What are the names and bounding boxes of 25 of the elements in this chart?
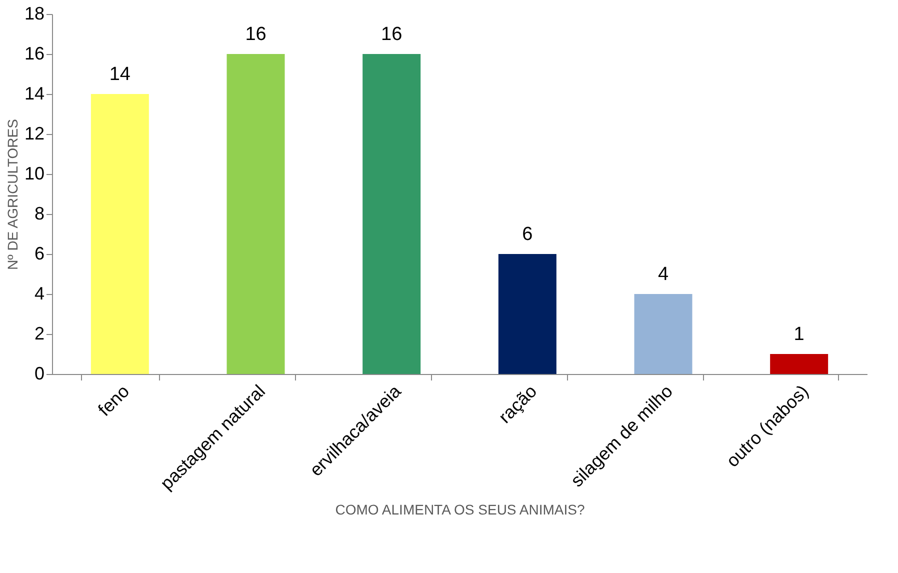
data-label: 16 — [381, 24, 402, 45]
y-tick-label: 12 — [24, 124, 44, 144]
data-label: 4 — [658, 264, 669, 285]
y-tick-label: 10 — [24, 164, 44, 184]
y-axis-title: Nº DE AGRICULTORES — [4, 119, 20, 270]
x-tick-label: feno — [94, 381, 134, 420]
y-tick-label: 4 — [34, 284, 44, 304]
bar — [498, 254, 556, 374]
y-tick-label: 16 — [24, 44, 44, 64]
y-tick-label: 0 — [34, 364, 44, 384]
bar — [634, 294, 692, 374]
y-tick-label: 14 — [24, 84, 44, 104]
y-tick-label: 8 — [34, 204, 44, 224]
data-label: 14 — [109, 64, 131, 85]
y-tick-label: 2 — [34, 324, 44, 344]
y-tick-label: 18 — [24, 4, 44, 24]
y-tick-label: 6 — [34, 244, 44, 264]
x-axis-title: COMO ALIMENTA OS SEUS ANIMAIS? — [335, 502, 585, 518]
bar — [362, 54, 421, 374]
data-label: 1 — [794, 324, 804, 345]
data-label: 6 — [522, 224, 533, 245]
bar — [90, 94, 149, 374]
bar — [770, 354, 828, 374]
bar — [226, 54, 285, 374]
data-label: 16 — [245, 24, 266, 45]
